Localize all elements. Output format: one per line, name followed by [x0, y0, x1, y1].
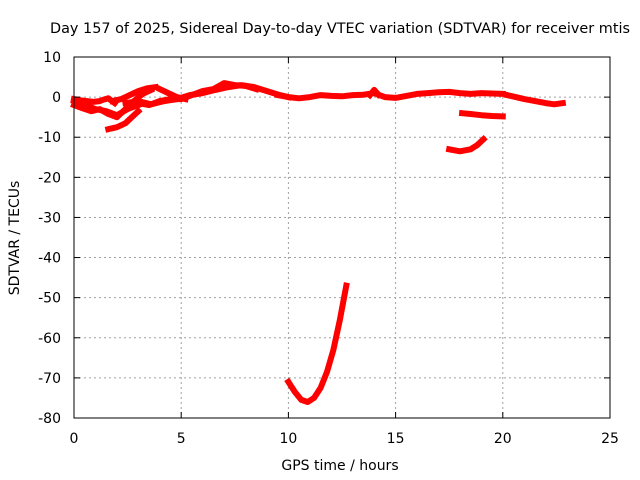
x-tick-label: 0 — [70, 431, 79, 447]
y-tick-label: -70 — [38, 371, 61, 387]
x-axis-ticks: 0 5 10 15 20 25 — [70, 57, 619, 447]
series-line-track-d — [104, 106, 143, 133]
y-tick-label: -80 — [38, 411, 61, 427]
x-tick-label: 10 — [279, 431, 297, 447]
x-tick-label: 5 — [177, 431, 186, 447]
series-group — [70, 80, 567, 405]
y-axis-label: SDTVAR / TECUs — [7, 181, 23, 296]
series-line-track-n — [284, 282, 350, 405]
series-line-track-e — [108, 83, 159, 105]
series-line-track-g — [134, 80, 260, 109]
series-line-track-c — [70, 97, 143, 119]
series-line-track-m — [445, 134, 488, 155]
series-line-track-i — [274, 88, 506, 102]
series-line-track-j — [365, 86, 383, 100]
series-line-track-l — [458, 109, 506, 120]
y-axis-ticks: 10 0 -10 -20 -30 -40 -50 -60 -70 -80 — [38, 50, 610, 427]
chart-title: Day 157 of 2025, Sidereal Day-to-day VTE… — [50, 21, 630, 37]
grid — [74, 57, 610, 418]
y-tick-label: -10 — [38, 130, 61, 146]
series-line-track-h — [155, 85, 190, 103]
y-tick-label: -50 — [38, 291, 61, 307]
y-tick-label: 10 — [43, 50, 61, 66]
x-axis-label: GPS time / hours — [281, 458, 398, 474]
series-line-track-a — [70, 95, 119, 108]
y-tick-label: -20 — [38, 170, 61, 186]
x-tick-label: 20 — [494, 431, 512, 447]
y-tick-label: -40 — [38, 251, 61, 267]
plot-frame — [73, 56, 611, 419]
x-tick-label: 25 — [601, 431, 619, 447]
series-line-track-k — [503, 91, 567, 108]
y-tick-label: -30 — [38, 210, 61, 226]
x-tick-label: 15 — [387, 431, 405, 447]
y-tick-label: -60 — [38, 331, 61, 347]
y-tick-label: 0 — [52, 90, 61, 106]
